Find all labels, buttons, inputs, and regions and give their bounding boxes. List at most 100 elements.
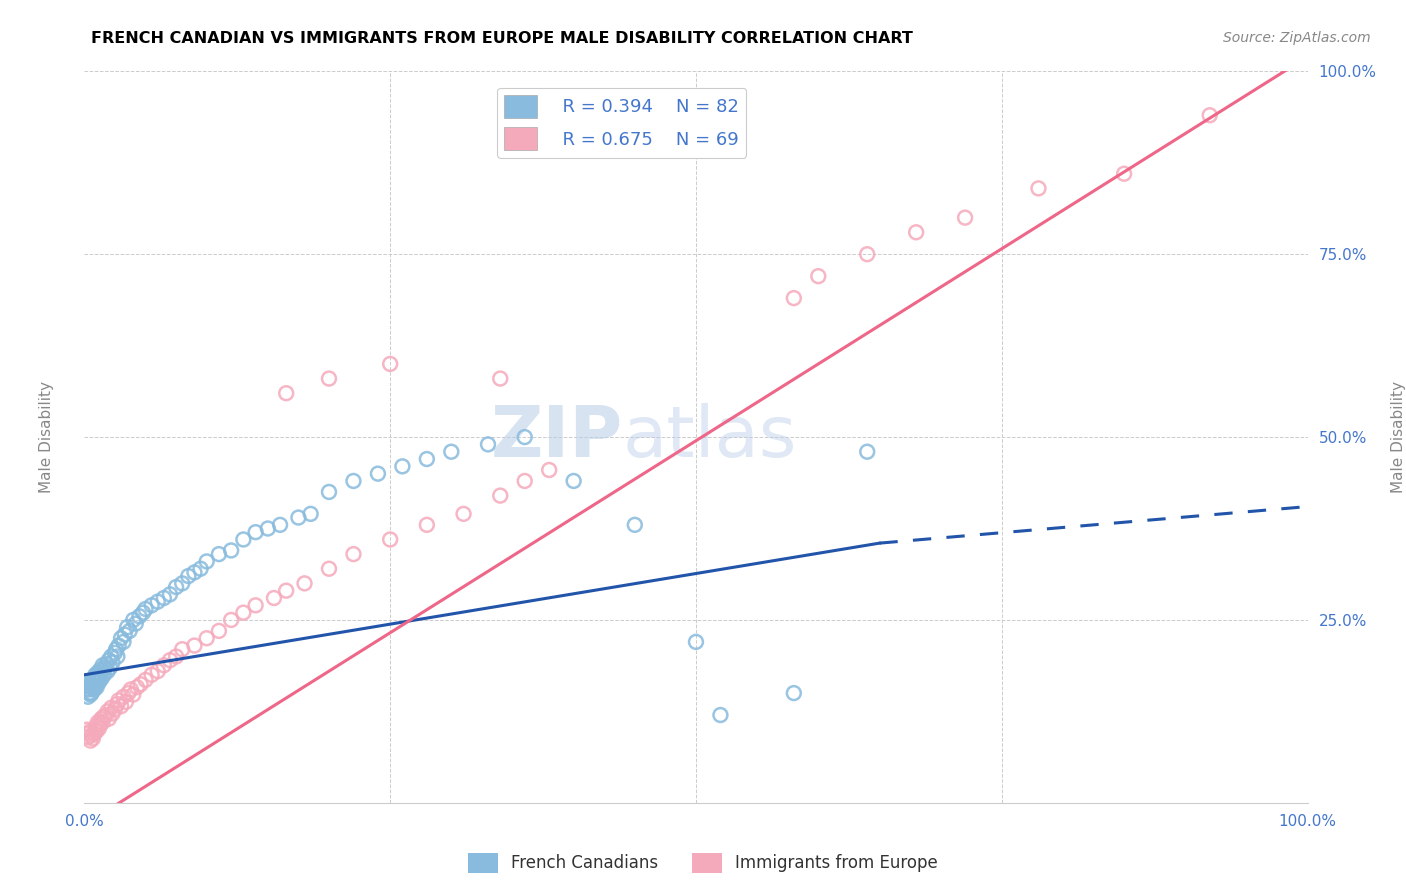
Point	[87, 675, 110, 690]
Point	[105, 642, 128, 657]
Point	[709, 708, 731, 723]
Point	[165, 580, 187, 594]
Point	[128, 609, 150, 624]
Point	[183, 639, 205, 653]
Point	[513, 474, 536, 488]
Point	[84, 667, 107, 681]
Text: ZIP: ZIP	[491, 402, 623, 472]
Point	[97, 705, 120, 719]
Point	[87, 721, 110, 735]
Point	[380, 533, 402, 547]
Point	[77, 730, 100, 744]
Point	[318, 485, 340, 500]
Point	[122, 613, 145, 627]
Point	[80, 680, 103, 694]
Legend: French Canadians, Immigrants from Europe: French Canadians, Immigrants from Europe	[461, 847, 945, 880]
Point	[219, 543, 242, 558]
Point	[135, 673, 157, 687]
Point	[97, 664, 120, 678]
Point	[783, 291, 806, 305]
Point	[89, 663, 111, 677]
Point	[125, 680, 148, 694]
Point	[83, 672, 105, 686]
Point	[245, 599, 267, 613]
Point	[87, 715, 110, 730]
Point	[208, 547, 231, 561]
Point	[232, 533, 254, 547]
Point	[86, 719, 108, 733]
Point	[79, 688, 101, 702]
Point	[89, 716, 111, 731]
Point	[87, 673, 110, 687]
Point	[83, 682, 105, 697]
Point	[112, 690, 135, 704]
Point	[115, 695, 138, 709]
Point	[82, 679, 104, 693]
Point	[82, 673, 104, 687]
Point	[79, 733, 101, 747]
Point	[90, 712, 112, 726]
Point	[115, 620, 138, 634]
Point	[342, 547, 364, 561]
Point	[318, 371, 340, 385]
Point	[107, 639, 129, 653]
Point	[89, 667, 111, 681]
Point	[208, 624, 231, 638]
Point	[276, 583, 298, 598]
Point	[77, 686, 100, 700]
Point	[141, 667, 163, 681]
Point	[107, 693, 129, 707]
Point	[807, 269, 830, 284]
Point	[117, 686, 139, 700]
Point	[177, 569, 200, 583]
Point	[257, 521, 280, 535]
Point	[97, 653, 120, 667]
Point	[91, 658, 114, 673]
Point	[110, 699, 132, 714]
Point	[416, 517, 439, 532]
Point	[125, 616, 148, 631]
Point	[299, 507, 322, 521]
Point	[685, 635, 707, 649]
Point	[263, 591, 285, 605]
Point	[76, 682, 98, 697]
Point	[98, 660, 121, 674]
Point	[1114, 167, 1136, 181]
Point	[105, 649, 128, 664]
Point	[477, 437, 499, 451]
Point	[172, 642, 194, 657]
Y-axis label: Male Disability: Male Disability	[1391, 381, 1406, 493]
Point	[513, 430, 536, 444]
Point	[77, 679, 100, 693]
Point	[120, 682, 142, 697]
Point	[94, 660, 117, 674]
Point	[342, 474, 364, 488]
Point	[79, 677, 101, 691]
Point	[80, 686, 103, 700]
Point	[489, 371, 512, 385]
Point	[84, 723, 107, 737]
Point	[165, 649, 187, 664]
Point	[122, 688, 145, 702]
Point	[1028, 181, 1050, 195]
Point	[624, 517, 647, 532]
Point	[86, 675, 108, 690]
Point	[104, 646, 127, 660]
Point	[391, 459, 413, 474]
Point	[118, 624, 141, 638]
Point	[856, 444, 879, 458]
Point	[93, 667, 115, 681]
Point	[367, 467, 389, 481]
Point	[489, 489, 512, 503]
Point	[219, 613, 242, 627]
Point	[183, 566, 205, 580]
Point	[101, 706, 124, 721]
Point	[105, 697, 128, 711]
Point	[1198, 108, 1220, 122]
Point	[83, 726, 105, 740]
Point	[104, 702, 127, 716]
Point	[146, 664, 169, 678]
Point	[80, 729, 103, 743]
Point	[114, 627, 136, 641]
Point	[141, 599, 163, 613]
